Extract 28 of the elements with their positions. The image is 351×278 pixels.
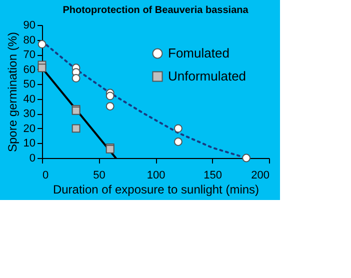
x-tick-label: 200 — [251, 170, 270, 182]
y-tick-label: 10 — [23, 138, 36, 150]
y-tick-label: 60 — [23, 64, 36, 76]
y-tick-label: 0 — [29, 152, 36, 164]
point — [106, 102, 114, 110]
y-tick-label: 50 — [23, 78, 36, 91]
y-tick-label: 80 — [23, 34, 36, 46]
y-tick-label: 70 — [23, 49, 36, 62]
x-axis-title: Duration of exposure to sunlight (mins) — [52, 182, 260, 196]
y-tick-label: 30 — [23, 108, 36, 120]
point — [38, 40, 46, 48]
x-tick-label: 50 — [93, 170, 106, 182]
x-tick-label: 100 — [146, 170, 166, 182]
point — [174, 124, 182, 133]
x-tick-label: 150 — [204, 170, 222, 182]
legend-label: Fomulated — [168, 46, 230, 60]
point — [72, 74, 80, 82]
y-tick-label: 40 — [23, 93, 36, 106]
point — [174, 138, 182, 146]
point — [242, 154, 251, 162]
y-axis-title: Spore germination (%) — [5, 32, 20, 152]
x-tick-label: 0 — [42, 170, 49, 182]
legend-label: Unformulated — [168, 68, 246, 84]
y-tick-label: 90 — [23, 20, 36, 32]
chart-title: Photoprotection of Beauveria bassiana — [62, 5, 249, 16]
point — [72, 124, 80, 133]
y-tick-label: 20 — [23, 122, 36, 135]
point — [106, 92, 114, 100]
